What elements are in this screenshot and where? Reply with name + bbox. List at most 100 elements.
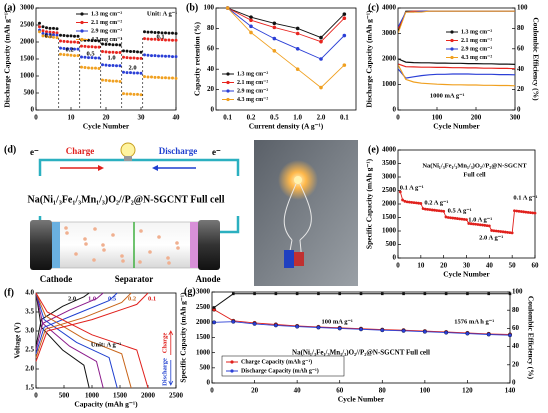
data-point xyxy=(160,38,164,42)
ion xyxy=(83,237,87,241)
data-point xyxy=(503,230,507,234)
data-point xyxy=(48,33,52,37)
y2-tick-label: 80 xyxy=(517,24,525,32)
data-point xyxy=(122,49,125,53)
legend-label: 2.1 mg cm⁻² xyxy=(461,38,492,44)
y-tick-label: 0 xyxy=(207,379,211,387)
data-point xyxy=(167,76,171,80)
data-point xyxy=(508,231,512,235)
legend-marker xyxy=(226,97,230,102)
data-point xyxy=(101,42,104,46)
data-point xyxy=(108,50,111,54)
data-point xyxy=(146,75,150,79)
data-point xyxy=(435,209,439,212)
data-point xyxy=(83,66,87,69)
data-point xyxy=(478,223,482,227)
y-tick-label: 1000 xyxy=(382,227,397,235)
series-line xyxy=(227,7,345,89)
data-point xyxy=(122,70,125,74)
data-point xyxy=(401,198,404,202)
legend-marker xyxy=(80,29,84,33)
efficiency-point xyxy=(338,292,342,296)
data-point xyxy=(76,34,80,38)
y-tick-label: 1500 xyxy=(196,333,211,341)
data-point xyxy=(458,217,462,221)
separator-label: Separator xyxy=(115,274,154,284)
y-tick-label: 4000 xyxy=(382,146,397,154)
data-point xyxy=(69,34,73,38)
data-point xyxy=(132,92,136,96)
data-point xyxy=(295,26,300,31)
series-line xyxy=(397,65,516,87)
y2-tick-label: 60 xyxy=(517,44,525,52)
data-point xyxy=(426,208,430,211)
y-tick-label: 3000 xyxy=(382,29,397,37)
data-point xyxy=(66,47,69,51)
annotation: Charge xyxy=(161,333,168,354)
charge-curve xyxy=(35,292,118,354)
data-point xyxy=(319,35,323,40)
y-tick-label: 2000 xyxy=(382,200,397,208)
efficiency-point xyxy=(508,292,512,296)
data-point xyxy=(90,39,94,43)
data-point xyxy=(174,38,178,42)
panel-label: (g) xyxy=(184,286,196,297)
data-point xyxy=(41,34,45,38)
legend-label: Charge Capacity (mAh g⁻¹) xyxy=(241,358,312,365)
data-point xyxy=(97,56,101,60)
data-point xyxy=(167,31,171,35)
data-point xyxy=(125,71,129,75)
data-point xyxy=(118,51,122,55)
y2-tick-label: 100 xyxy=(512,288,523,296)
legend-marker xyxy=(80,37,84,42)
y-tick-label: 1.5 xyxy=(25,384,34,392)
data-point xyxy=(108,42,111,46)
data-point xyxy=(59,39,62,43)
data-point xyxy=(115,79,118,83)
data-point xyxy=(55,33,59,37)
legend-label: 1.3 mg cm⁻² xyxy=(91,11,122,17)
data-point xyxy=(97,45,101,49)
data-point xyxy=(342,16,347,21)
data-point xyxy=(174,55,178,59)
data-point xyxy=(272,49,277,53)
data-point xyxy=(414,201,418,205)
y-tick-label: 3000 xyxy=(196,288,211,296)
data-point xyxy=(403,199,407,203)
y-axis-label: Specific Capacity (mAh g⁻¹) xyxy=(365,158,374,249)
data-point xyxy=(380,328,385,333)
discharge-curve xyxy=(35,292,118,389)
data-point xyxy=(150,37,153,41)
data-point xyxy=(45,30,48,34)
data-point xyxy=(410,200,414,204)
data-point xyxy=(94,56,97,60)
data-point xyxy=(273,323,278,328)
data-point xyxy=(157,38,160,42)
data-point xyxy=(111,50,115,54)
data-point xyxy=(108,79,111,83)
rate-label: 0.5 xyxy=(108,295,117,302)
legend-label: 2.9 mg cm⁻² xyxy=(237,88,268,94)
efficiency-point xyxy=(359,292,363,296)
data-point xyxy=(52,35,55,39)
rate-label: 1.0 xyxy=(88,295,96,302)
cathode-label: Cathode xyxy=(40,274,73,284)
data-point xyxy=(171,38,174,42)
y-tick-label: 2000 xyxy=(382,55,397,63)
legend-marker xyxy=(230,369,234,373)
data-point xyxy=(41,29,45,33)
y-tick-label: 20 xyxy=(207,85,215,93)
y2-tick-label: 80 xyxy=(512,306,520,314)
data-point xyxy=(62,34,66,38)
x-tick-label: 20 xyxy=(440,262,448,270)
data-point xyxy=(80,65,83,69)
y2-tick-label: 100 xyxy=(517,4,528,12)
data-point xyxy=(249,30,253,35)
data-point xyxy=(48,26,52,30)
data-point xyxy=(444,330,449,335)
data-point xyxy=(497,229,500,233)
data-point xyxy=(446,216,450,219)
data-point xyxy=(48,30,52,34)
y-tick-label: 2000 xyxy=(196,318,211,326)
data-point xyxy=(125,49,129,53)
